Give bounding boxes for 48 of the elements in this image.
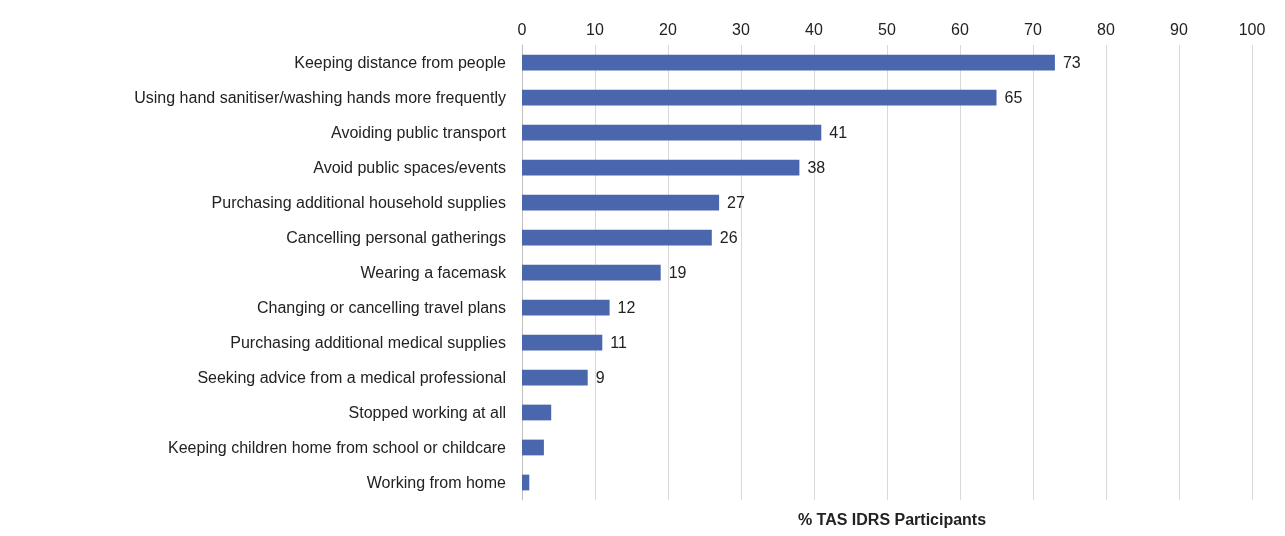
y-tick-label: Cancelling personal gatherings <box>286 229 506 246</box>
x-tick-label: 70 <box>1024 20 1042 38</box>
y-tick-label: Avoiding public transport <box>331 124 507 141</box>
bar <box>522 474 530 491</box>
x-tick-label: 10 <box>586 20 604 38</box>
y-tick-label: Using hand sanitiser/washing hands more frequently <box>134 89 506 106</box>
y-tick-label: Purchasing additional medical supplies <box>230 334 506 351</box>
data-label: 65 <box>1004 89 1023 106</box>
x-tick-label: 40 <box>805 20 823 38</box>
data-label: 26 <box>719 229 738 246</box>
y-tick-label: Working from home <box>366 474 507 491</box>
x-tick-label: 90 <box>1170 20 1188 38</box>
y-tick-label: Changing or cancelling travel plans <box>256 299 506 316</box>
bar <box>522 54 1055 71</box>
x-tick-label: 30 <box>732 20 750 38</box>
y-tick-label: Keeping distance from people <box>294 54 507 71</box>
data-label: 11 <box>610 334 628 351</box>
bar <box>522 229 712 246</box>
x-tick-label: 50 <box>878 20 896 38</box>
bar <box>522 89 997 106</box>
data-label: 9 <box>595 369 605 386</box>
bar <box>522 299 610 316</box>
y-tick-label: Stopped working at all <box>348 404 506 421</box>
x-tick-label: 80 <box>1097 20 1115 38</box>
y-tick-label: Seeking advice from a medical professional <box>197 369 506 386</box>
x-tick-label: 100 <box>1238 20 1266 38</box>
bar <box>522 194 720 211</box>
y-tick-label: Keeping children home from school or childcare <box>168 439 507 456</box>
data-label: 73 <box>1062 54 1081 71</box>
bar <box>522 159 800 176</box>
y-tick-label: Wearing a facemask <box>360 264 507 281</box>
x-tick-label: 20 <box>659 20 677 38</box>
bar <box>522 369 588 386</box>
bar <box>522 264 661 281</box>
bar <box>522 334 603 351</box>
data-label: 19 <box>668 264 687 281</box>
bar <box>522 124 822 141</box>
x-tick-label: 0 <box>517 20 527 38</box>
bar <box>522 439 544 456</box>
data-label: 12 <box>617 299 636 316</box>
x-tick-label: 60 <box>951 20 969 38</box>
data-label: 41 <box>829 124 848 141</box>
bar <box>522 404 552 421</box>
y-tick-label: Avoid public spaces/events <box>313 159 506 176</box>
x-axis-title: % TAS IDRS Participants <box>797 510 987 528</box>
data-label: 27 <box>727 194 745 211</box>
y-tick-label: Purchasing additional household supplies <box>211 194 506 211</box>
data-label: 38 <box>807 159 826 176</box>
